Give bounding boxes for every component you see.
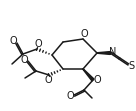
Text: N: N bbox=[109, 47, 117, 57]
Text: O: O bbox=[66, 91, 74, 101]
Text: O: O bbox=[80, 29, 88, 39]
Text: S: S bbox=[128, 61, 134, 71]
Text: O: O bbox=[44, 75, 52, 85]
Text: O: O bbox=[9, 36, 17, 46]
Text: O: O bbox=[20, 55, 28, 65]
Text: O: O bbox=[93, 75, 101, 85]
Text: O: O bbox=[34, 39, 42, 49]
Polygon shape bbox=[83, 69, 94, 81]
Polygon shape bbox=[97, 52, 110, 54]
